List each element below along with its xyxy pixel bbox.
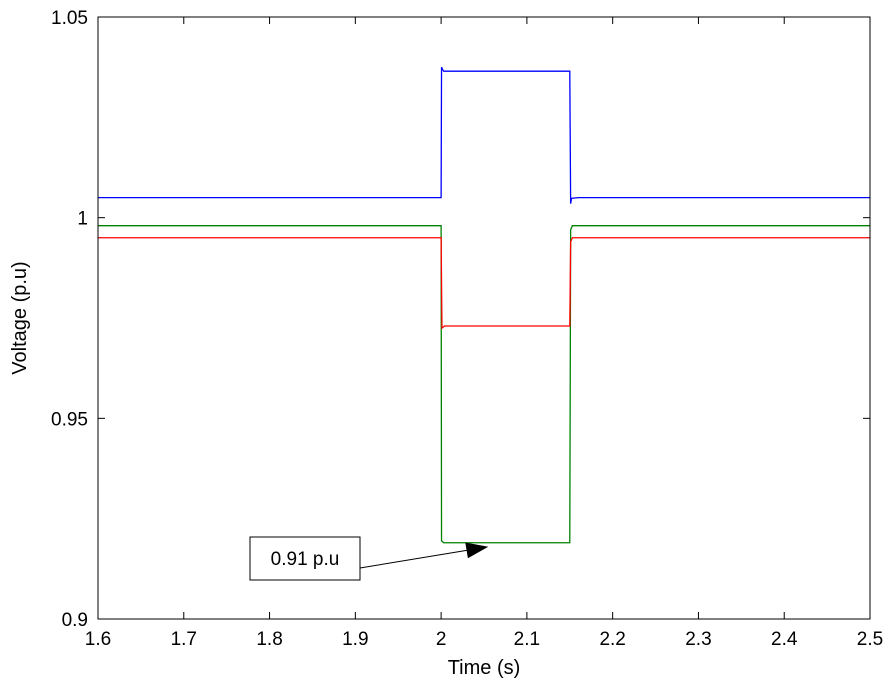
- x-tick-label: 2.4: [771, 629, 798, 650]
- annotation-label: 0.91 p.u: [271, 549, 340, 570]
- annotation-layer: 0.91 p.u: [249, 536, 489, 581]
- annotation-arrow-line: [359, 549, 467, 569]
- annotation-box: [249, 536, 361, 581]
- y-tick-label: 1.05: [51, 8, 88, 29]
- x-tick-label: 1.7: [171, 629, 197, 650]
- x-tick-label: 2.2: [599, 629, 625, 650]
- x-tick-label: 1.8: [256, 629, 282, 650]
- tick-layer: 1.6 1.7 1.8 1.9 2 2.1 2.2 2.3 2.4 2.5 0.9 0.95 1 1.05: [51, 8, 883, 650]
- annotation-arrow-head: [465, 542, 489, 559]
- series-line-1: [98, 66, 870, 204]
- plot-background: [98, 17, 870, 619]
- series-layer: [98, 66, 870, 544]
- x-tick-label: 2: [436, 629, 447, 650]
- series-line-3: [98, 237, 870, 330]
- x-tick-label: 1.9: [342, 629, 368, 650]
- x-tick-label: 2.3: [685, 629, 711, 650]
- plot-frame: [97, 16, 871, 620]
- y-axis-label: Voltage (p.u): [9, 261, 31, 374]
- x-tick-label: 2.5: [857, 629, 883, 650]
- y-tick-label: 1: [77, 209, 88, 230]
- x-tick-label: 2.1: [514, 629, 540, 650]
- y-tick-label: 0.95: [51, 409, 88, 430]
- x-tick-label: 1.6: [85, 629, 111, 650]
- y-tick-label: 0.9: [62, 610, 88, 631]
- x-axis-label: Time (s): [448, 657, 521, 679]
